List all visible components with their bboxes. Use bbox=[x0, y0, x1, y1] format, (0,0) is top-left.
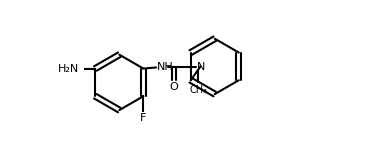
Text: N: N bbox=[197, 62, 205, 73]
Text: F: F bbox=[140, 113, 147, 123]
Text: H₂N: H₂N bbox=[58, 64, 79, 74]
Text: CH₃: CH₃ bbox=[189, 85, 207, 95]
Text: O: O bbox=[169, 82, 178, 92]
Text: NH: NH bbox=[157, 62, 174, 73]
